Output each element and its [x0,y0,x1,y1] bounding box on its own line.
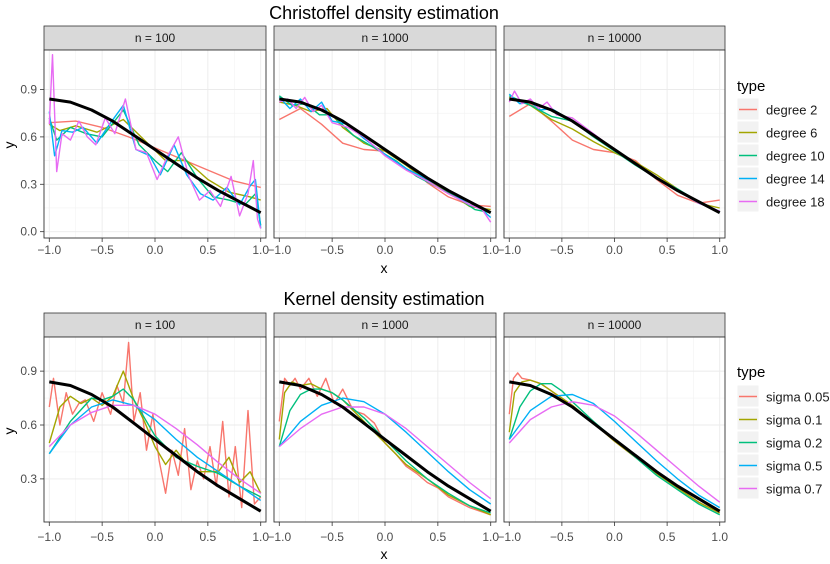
x-tick-label: 0.0 [606,243,623,257]
y-tick-label: 0.3 [20,177,37,191]
legend-label: sigma 0.7 [766,482,822,497]
x-tick-label: −0.5 [90,243,114,257]
facet-label: n = 10000 [588,318,642,332]
reference-curve [509,97,721,215]
x-tick-label: 0.0 [377,243,394,257]
facet-strip [273,25,497,51]
x-tick-label: 1.0 [711,243,728,257]
series-line [48,399,262,501]
series-line [508,393,721,509]
y-tick-label: 0.0 [20,225,37,239]
facet-panel: n = 1000 −1.0 −0.5 0.0 0.5 1.0 [267,25,499,257]
x-tick-label: 1.0 [252,243,269,257]
x-tick-label: 1.0 [482,243,499,257]
facet-strip [503,25,726,51]
reference-curve [279,380,492,513]
x-tick-label: 0.0 [147,243,164,257]
y-axis-label: y [1,428,17,435]
facet-panel: n = 10000 −1.0 −0.5 0.0 0.5 1.0 [497,312,728,544]
x-tick-label: 0.5 [659,243,676,257]
reference-curve [49,97,262,215]
legend-title: type [737,78,765,95]
legend-label: sigma 0.1 [766,413,822,428]
reference-curve [279,97,492,215]
legend-label: sigma 0.05 [766,390,830,405]
series-line [48,54,262,229]
legend-label: sigma 0.2 [766,436,822,451]
facet-panel: n = 10000 −1.0 −0.5 0.0 0.5 1.0 [497,25,728,257]
reference-curve [49,380,262,513]
facet-label: n = 1000 [361,31,408,45]
facet-label: n = 100 [135,318,176,332]
x-tick-label: 1.0 [711,530,728,544]
series-line [48,370,262,494]
y-tick-label: 0.3 [20,472,37,486]
y-tick-label: 0.6 [20,418,37,432]
chart-title: Kernel density estimation [283,289,484,309]
series-line [278,377,491,516]
legend-label: degree 2 [766,103,817,118]
legend-label: degree 18 [766,195,825,210]
facet-strip [503,312,726,338]
x-tick-label: −1.0 [497,243,521,257]
x-tick-label: −0.5 [550,530,574,544]
x-tick-label: 0.5 [430,243,447,257]
chart-1: n = 100−1.0 −0.5 0.0 0.5 1.00.00.30.60.9n = … [1,25,825,276]
x-tick-label: 0.0 [377,530,394,544]
facet-label: n = 1000 [361,318,408,332]
x-axis-label: x [381,546,388,562]
series-line [278,388,491,514]
facet-strip [273,312,497,338]
x-tick-label: −1.0 [267,530,291,544]
series-line [508,383,721,516]
reference-curve [509,380,721,513]
legend-label: degree 6 [766,126,817,141]
x-tick-label: −1.0 [37,530,61,544]
x-tick-label: −0.5 [320,243,344,257]
y-tick-label: 0.6 [20,130,37,144]
series-line [508,401,721,503]
x-tick-label: 1.0 [252,530,269,544]
x-tick-label: 0.0 [147,530,164,544]
y-tick-label: 0.9 [20,364,37,378]
x-tick-label: −1.0 [497,530,521,544]
legend-label: sigma 0.5 [766,459,822,474]
x-tick-label: 0.5 [200,243,217,257]
legend-title: type [737,364,765,381]
facet-panel: n = 100 −1.0 −0.5 0.0 0.5 1.0 0.3 0.6 0.9 [20,312,269,544]
facet-label: n = 100 [135,31,176,45]
y-axis-label: y [1,142,17,149]
x-tick-label: −0.5 [550,243,574,257]
chart-title: Christoffel density estimation [269,3,499,23]
x-tick-label: −1.0 [37,243,61,257]
facet-strip [43,25,267,51]
x-tick-label: −1.0 [267,243,291,257]
chart-2: n = 100−1.0 −0.5 0.0 0.5 1.00.30.60.9n = 100… [1,312,830,562]
x-tick-label: 0.5 [200,530,217,544]
x-axis-label: x [381,260,388,276]
facet-label: n = 10000 [588,31,642,45]
x-tick-label: 1.0 [482,530,499,544]
x-tick-label: −0.5 [320,530,344,544]
facet-panel: n = 100 −1.0 −0.5 0.0 0.5 1.0 0.0 0.3 0.6 0.9 [20,25,269,257]
y-tick-label: 0.9 [20,82,37,96]
facet-panel: n = 1000 −1.0 −0.5 0.0 0.5 1.0 [267,312,499,544]
x-tick-label: 0.0 [606,530,623,544]
x-tick-label: 0.5 [430,530,447,544]
legend-label: degree 10 [766,149,825,164]
x-tick-label: −0.5 [90,530,114,544]
series-line [48,404,262,494]
x-tick-label: 0.5 [659,530,676,544]
series-line [278,406,492,500]
legend-label: degree 14 [766,172,825,187]
